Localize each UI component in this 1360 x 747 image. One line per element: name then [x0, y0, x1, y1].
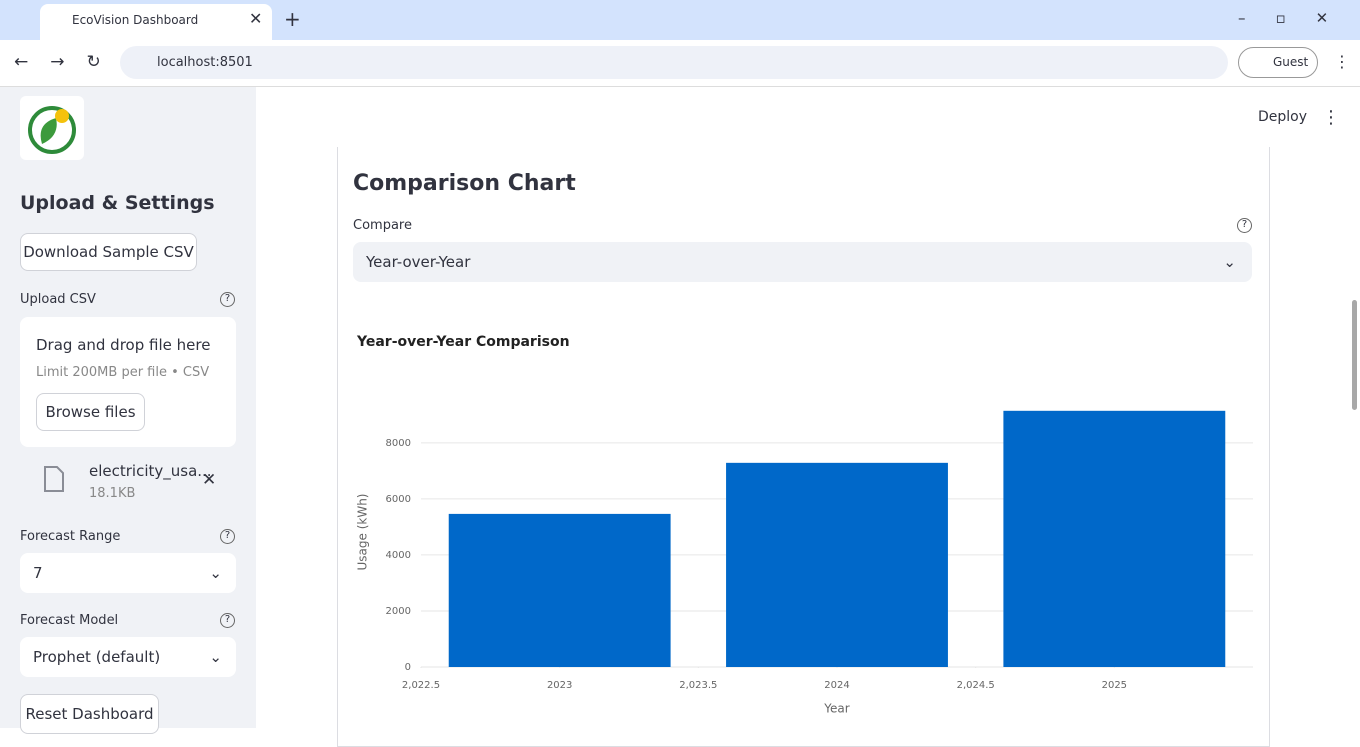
- browse-button[interactable]: Browse files: [36, 393, 145, 431]
- section-title: Comparison Chart: [353, 171, 576, 196]
- upload-label: Upload CSV: [20, 292, 96, 307]
- bar: [726, 462, 948, 667]
- bar: [1003, 410, 1226, 667]
- x-tick-label: 2,022.5: [402, 680, 440, 691]
- x-tick-label: 2023: [547, 680, 572, 691]
- file-size: 18.1KB: [89, 486, 136, 501]
- y-axis-label: Usage (kWh): [356, 494, 370, 571]
- reset-button[interactable]: Reset Dashboard: [20, 694, 159, 734]
- chart: Year-over-Year Comparison Year Usage (kW…: [356, 334, 1253, 716]
- x-tick-label: 2024: [824, 680, 849, 691]
- forecast-range-select[interactable]: 7 ⌄: [20, 553, 236, 593]
- y-tick-label: 6000: [386, 494, 411, 505]
- file-remove[interactable]: ✕: [202, 470, 217, 490]
- forecast-range-value: 7: [33, 564, 43, 582]
- file-icon: [44, 466, 64, 492]
- x-tick-label: 2,024.5: [957, 680, 995, 691]
- scrollbar[interactable]: [1352, 300, 1357, 410]
- compare-value: Year-over-Year: [366, 253, 471, 271]
- file-name: electricity_usa...: [89, 462, 212, 480]
- forecast-model-label: Forecast Model: [20, 613, 119, 628]
- dropzone-limit: Limit 200MB per file • CSV: [36, 365, 210, 380]
- main-menu[interactable]: ⋮: [1322, 107, 1340, 128]
- bar: [448, 513, 671, 667]
- menu[interactable]: ⋮: [1334, 52, 1350, 71]
- x-tick-label: 2,023.5: [679, 680, 717, 691]
- help-icon[interactable]: ?: [220, 613, 235, 628]
- compare-label: Compare: [353, 218, 412, 233]
- y-tick-label: 8000: [386, 438, 411, 449]
- new-tab[interactable]: +: [284, 7, 301, 31]
- chart-title: Year-over-Year Comparison: [356, 334, 570, 350]
- compare-select[interactable]: Year-over-Year ⌄: [353, 242, 1252, 282]
- help-icon[interactable]: ?: [220, 529, 235, 544]
- deploy[interactable]: Deploy: [1258, 109, 1308, 125]
- tab-close[interactable]: ✕: [249, 9, 263, 28]
- download-button[interactable]: Download Sample CSV: [20, 233, 197, 271]
- forecast-model-value: Prophet (default): [33, 648, 161, 666]
- x-axis-label: Year: [823, 702, 849, 716]
- profile-name: Guest: [1273, 55, 1309, 69]
- window-controls[interactable]: –▫✕: [1238, 9, 1359, 27]
- x-tick-label: 2025: [1102, 680, 1127, 691]
- url: localhost:8501: [157, 55, 253, 70]
- y-tick-label: 2000: [386, 606, 411, 617]
- dropzone-title: Drag and drop file here: [36, 336, 211, 354]
- y-tick-label: 4000: [386, 550, 411, 561]
- tab-title: EcoVision Dashboard: [72, 13, 199, 27]
- y-tick-label: 0: [405, 662, 411, 673]
- tab[interactable]: [40, 4, 272, 40]
- forecast-range-label: Forecast Range: [20, 529, 121, 544]
- address-bar[interactable]: [120, 46, 1228, 79]
- help-icon[interactable]: ?: [1237, 218, 1252, 233]
- nav-buttons[interactable]: ←→↻: [14, 52, 123, 72]
- logo: [20, 96, 84, 160]
- forecast-model-select[interactable]: Prophet (default) ⌄: [20, 637, 236, 677]
- help-icon[interactable]: ?: [220, 292, 235, 307]
- sidebar-heading: Upload & Settings: [20, 192, 215, 214]
- profile-button[interactable]: [1238, 47, 1318, 78]
